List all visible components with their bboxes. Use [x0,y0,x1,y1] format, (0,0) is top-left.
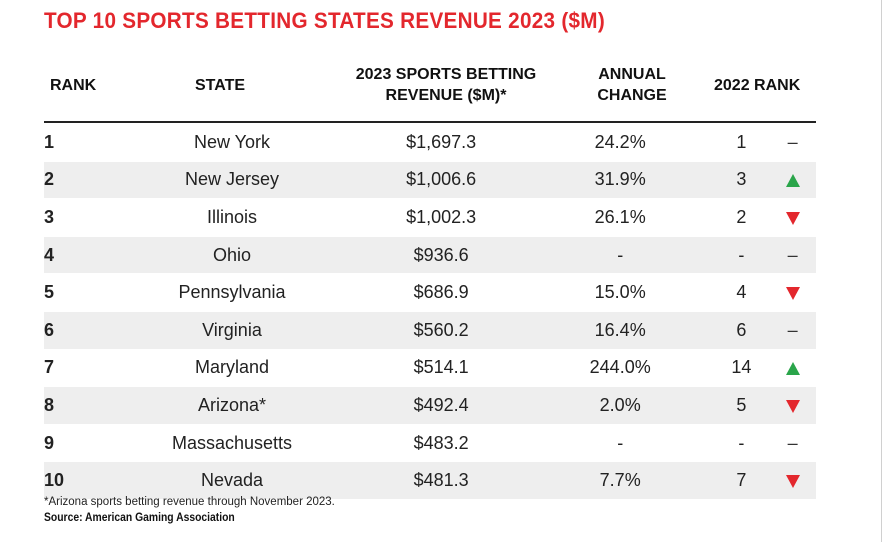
table-row: 6 Virginia $560.2 16.4% 6– [44,311,816,350]
header-change-line2: CHANGE [597,87,667,104]
table-row: 3 Illinois $1,002.3 26.1% 2 [44,198,816,237]
footnote: *Arizona sports betting revenue through … [44,496,335,508]
header-rank-label: RANK [50,77,97,94]
revenue-cell: $481.3 [355,461,527,500]
page-edge [881,0,893,542]
revenue-cell: $1,006.6 [355,161,527,200]
triangle-down-icon [785,399,800,413]
header-rank: RANK [50,75,96,96]
state-cell: Virginia [108,311,356,350]
change-cell: 24.2% [526,124,714,162]
trend-cell [769,349,816,388]
revenue-cell: $936.6 [355,236,527,275]
table-row: 8 Arizona* $492.4 2.0% 5 [44,386,816,425]
header-revenue: 2023 SPORTS BETTING REVENUE ($M)* [354,64,538,106]
header-revenue-line1: 2023 SPORTS BETTING [355,66,537,83]
dash-icon: – [787,244,798,265]
rank-cell: 3 [44,198,109,237]
rank-2022-cell: 5 [713,386,770,425]
table-row: 9 Massachusetts $483.2- - – [44,424,816,463]
rank-cell: 7 [44,349,109,388]
triangle-down-icon [785,474,800,488]
triangle-down-icon [785,211,800,225]
rank-cell: 1 [44,124,109,162]
trend-cell: – [769,236,816,275]
table-row: 10 Nevada $481.3 7.7% 7 [44,461,816,500]
rankings-table-body: 1 New York $1,697.3 24.2% 1–2 New Jersey $1,00… [44,124,816,500]
state-cell: Ohio [108,236,356,275]
state-cell: Pennsylvania [108,273,356,312]
trend-cell: – [769,424,816,463]
change-cell: 7.7% [526,461,714,500]
state-cell: Arizona* [108,386,356,425]
change-cell: 26.1% [526,198,714,237]
table-row: 2 New Jersey $1,006.6 31.9% 3 [44,161,816,200]
change-cell: 31.9% [526,161,714,200]
table-row: 7 Maryland $514.1 244.0% 14 [44,349,816,388]
rank-cell: 5 [44,273,109,312]
state-cell: Maryland [108,349,356,388]
change-cell: 15.0% [526,273,714,312]
trend-cell [769,273,816,312]
state-cell: New Jersey [108,161,356,200]
rank-cell: 2 [44,161,109,200]
rank-2022-cell: 2 [713,198,770,237]
rank-2022-cell: 4 [713,273,770,312]
triangle-up-icon [785,362,800,376]
header-state: STATE [195,75,245,96]
revenue-cell: $686.9 [355,273,527,312]
revenue-cell: $514.1 [355,349,527,388]
source-note: Source: American Gaming Association [44,512,235,524]
rank-2022-cell: 7 [713,461,770,500]
chart-title: TOP 10 SPORTS BETTING STATES REVENUE 202… [44,8,605,33]
change-cell: - [526,236,714,275]
rank-2022-cell: - [713,424,770,463]
dash-icon: – [787,432,798,453]
rank-cell: 9 [44,424,109,463]
header-2022-rank: 2022 RANK [714,75,800,96]
dash-icon: – [787,131,798,152]
trend-cell: – [769,124,816,162]
state-cell: Nevada [108,461,356,500]
rank-2022-cell: 1 [713,124,770,162]
header-state-label: STATE [195,77,246,94]
triangle-down-icon [785,286,800,300]
triangle-up-icon [785,174,800,188]
state-cell: Massachusetts [108,424,356,463]
revenue-cell: $483.2 [355,424,527,463]
header-divider [44,121,816,123]
trend-cell [769,386,816,425]
rank-2022-cell: 6 [713,311,770,350]
header-change-line1: ANNUAL [598,66,666,83]
rank-2022-cell: - [713,236,770,275]
revenue-cell: $1,697.3 [355,124,527,162]
trend-cell [769,198,816,237]
header-change: ANNUAL CHANGE [594,64,670,106]
table-row: 1 New York $1,697.3 24.2% 1– [44,124,816,162]
trend-cell [769,461,816,500]
state-cell: New York [108,124,356,162]
trend-cell: – [769,311,816,350]
dash-icon: – [787,319,798,340]
change-cell: 244.0% [526,349,714,388]
table-row: 5 Pennsylvania $686.9 15.0% 4 [44,273,816,312]
revenue-cell: $492.4 [355,386,527,425]
rank-2022-cell: 14 [713,349,770,388]
revenue-cell: $1,002.3 [355,198,527,237]
rankings-table: 1 New York $1,697.3 24.2% 1–2 New Jersey $1,00… [44,124,816,500]
table-row: 4 Ohio $936.6- - – [44,236,816,275]
rank-cell: 4 [44,236,109,275]
revenue-cell: $560.2 [355,311,527,350]
header-2022-rank-label: 2022 RANK [714,77,801,94]
rank-cell: 8 [44,386,109,425]
rank-2022-cell: 3 [713,161,770,200]
change-cell: 16.4% [526,311,714,350]
header-revenue-line2: REVENUE ($M)* [385,87,507,104]
state-cell: Illinois [108,198,356,237]
trend-cell [769,161,816,200]
change-cell: 2.0% [526,386,714,425]
rank-cell: 10 [44,461,109,500]
rank-cell: 6 [44,311,109,350]
change-cell: - [526,424,714,463]
